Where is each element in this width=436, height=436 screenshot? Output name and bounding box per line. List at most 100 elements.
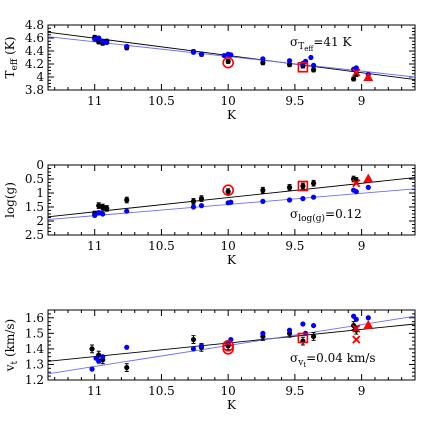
y-tick-label: 1 [36,186,44,200]
data-point [310,180,317,186]
y-tick-label: 2.5 [25,228,44,242]
data-point [89,366,95,372]
data-point [308,54,314,61]
y-axis-label: Teff (K) [3,37,20,79]
data-point [260,187,266,193]
y-label-unit: (km/s) [3,319,17,361]
data-point [96,358,102,364]
data-point [96,203,102,209]
data-point [286,197,293,203]
x-tick-label: 10 [221,239,236,253]
y-label-sub: t [10,360,20,364]
data-point [198,51,205,57]
y-tick-label: 4.6 [25,31,44,45]
data-point [190,346,197,352]
sigma-sub: T [298,42,304,52]
y-tick-label: 4.4 [25,44,44,58]
y-tick-label: 4.8 [25,18,44,32]
sigma-symbol: σ [290,351,298,365]
data-point [225,58,231,64]
data-point [89,346,95,352]
sigma-sub: v [297,358,304,368]
sigma-symbol: σ [290,207,298,221]
data-point [96,35,102,41]
data-point [100,354,106,360]
highlight-triangle [363,72,374,82]
y-tick-label: 3.8 [25,83,44,97]
data-point [260,56,266,62]
highlight-triangle [363,320,374,330]
sigma-value: =41 K [313,35,352,49]
data-point [124,344,130,350]
highlight-cross [352,179,361,188]
data-point [100,38,106,44]
highlight-square [297,332,309,344]
sigma-value: =0.12 [325,207,362,221]
x-tick-label: 11 [87,384,102,398]
y-tick-label: 1.4 [25,342,44,356]
plot-area [48,31,415,82]
data-point [221,52,227,59]
y-tick-label: 1.3 [25,357,44,371]
data-point [310,333,317,340]
sigma-subsub: t [303,361,306,369]
y-label-main: log(g) [3,182,17,218]
x-tick-label: 9 [358,384,366,398]
data-point [96,39,102,45]
plot-frame [47,24,416,91]
data-point [260,330,266,336]
data-point [310,194,317,200]
data-point [104,39,110,46]
data-point [124,197,130,203]
x-tick-label: 9.5 [285,239,304,253]
y-tick-label: 2 [36,214,44,228]
data-point [353,65,359,71]
y-tick-label: 1.5 [25,200,44,214]
y-axis-label: vt (km/s) [3,319,20,372]
data-point [310,322,317,329]
data-point [190,336,197,343]
highlight-cross [352,335,361,344]
y-axis-label: log(g) [3,182,17,218]
x-tick-label: 10.5 [148,94,175,108]
y-tick-label: 4.2 [25,57,44,71]
data-point [225,189,231,195]
data-point [353,189,359,195]
x-tick-label: 11 [87,239,102,253]
x-tick-label: 10 [221,384,236,398]
x-axis-label: K [227,108,237,122]
data-point [100,204,106,210]
y-label-sub: eff [10,58,20,70]
data-point [286,184,293,190]
x-tick-label: 10.5 [148,239,175,253]
data-point [365,184,371,190]
highlight-square [297,61,309,73]
sigma-annotation: σvt=0.04 km/s [290,351,376,369]
x-tick-label: 11 [87,94,102,108]
data-point [286,62,293,68]
data-point [353,316,359,322]
data-point [365,315,371,321]
y-tick-label: 1.6 [25,311,44,325]
highlight-circle [222,339,234,352]
data-point [190,49,197,55]
sigma-annotation: σlog(g)=0.12 [290,207,362,224]
x-tick-label: 9.5 [285,384,304,398]
data-point [100,211,106,217]
data-point [104,205,110,211]
data-point [92,212,98,218]
data-point [124,208,130,214]
data-point [310,67,317,73]
data-point [198,343,205,349]
sigma-value: =0.04 km/s [306,351,375,365]
data-point [310,62,317,68]
y-label-main: T [3,70,17,78]
x-axis-label: K [227,253,237,267]
data-point [300,196,306,202]
y-tick-label: 1.2 [25,373,44,387]
data-point [228,199,234,205]
data-point [260,198,266,204]
highlight-cross [352,68,361,77]
